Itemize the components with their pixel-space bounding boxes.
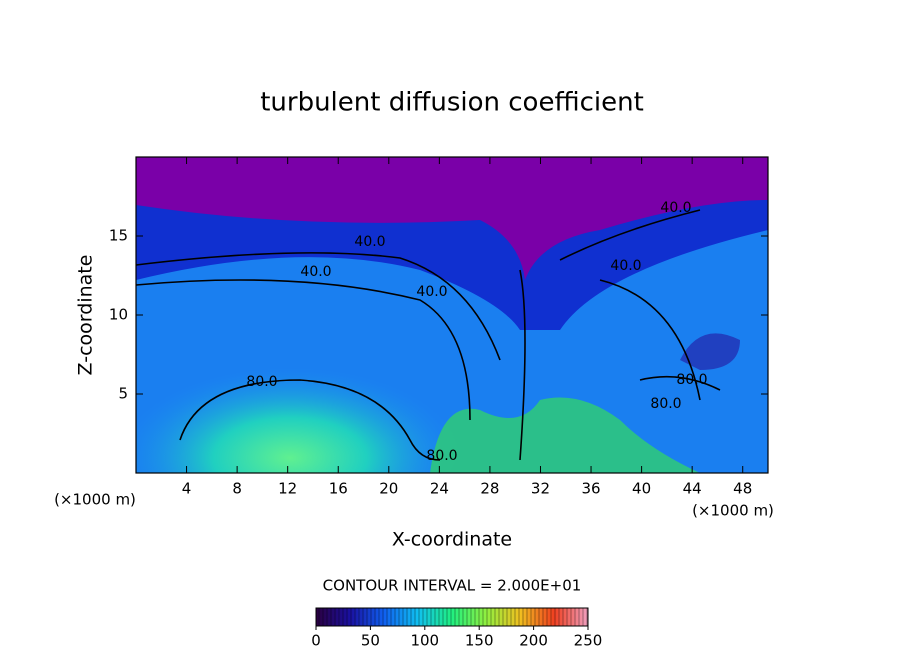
colorbar-tick-label: 250 <box>574 632 603 650</box>
x-tick-label: 8 <box>232 480 242 498</box>
contour-interval: CONTOUR INTERVAL = 2.000E+01 <box>323 577 582 595</box>
x-tick-label: 48 <box>733 480 752 498</box>
y-tick-label: 10 <box>109 306 128 324</box>
colorbar-tick-label: 150 <box>465 632 494 650</box>
contour-label: 40.0 <box>354 234 385 250</box>
contour-lines <box>136 209 721 461</box>
contour-label: 40.0 <box>660 200 691 216</box>
field-top <box>136 157 768 280</box>
x-tick-label: 16 <box>329 480 348 498</box>
chart-title: turbulent diffusion coefficient <box>260 88 644 118</box>
x-tick-label: 12 <box>278 480 297 498</box>
contour-label: 80.0 <box>650 396 681 412</box>
x-tick-label: 20 <box>379 480 398 498</box>
colorbar-tick-label: 0 <box>311 632 321 650</box>
colorbar-tick-label: 50 <box>361 632 380 650</box>
contour-field <box>136 157 768 473</box>
contour-label: 80.0 <box>676 372 707 388</box>
x-unit: (×1000 m) <box>54 491 136 509</box>
colorbar-tick-label: 100 <box>410 632 439 650</box>
contour-label: 80.0 <box>426 448 457 464</box>
y-tick-label: 5 <box>118 385 128 403</box>
contour-label: 40.0 <box>416 284 447 300</box>
x-tick-label: 4 <box>182 480 192 498</box>
x-tick-label: 36 <box>581 480 600 498</box>
x-axis-label: X-coordinate <box>392 529 512 551</box>
field-eddy <box>680 333 740 370</box>
x-tick-label: 44 <box>683 480 702 498</box>
x-tick-label: 28 <box>480 480 499 498</box>
field-blob <box>136 350 460 473</box>
x-tick-label: 40 <box>632 480 651 498</box>
contour-label: 80.0 <box>246 374 277 390</box>
colorbar <box>315 607 589 627</box>
field-green <box>430 397 700 473</box>
x-tick-label: 24 <box>430 480 449 498</box>
x-tick-label: 32 <box>531 480 550 498</box>
colorbar-tick-label: 200 <box>519 632 548 650</box>
y-tick-label: 15 <box>109 227 128 245</box>
contour-label: 40.0 <box>610 258 641 274</box>
x-unit-right: (×1000 m) <box>692 502 774 520</box>
y-axis-label: Z-coordinate <box>75 255 97 376</box>
contour-label: 40.0 <box>300 264 331 280</box>
